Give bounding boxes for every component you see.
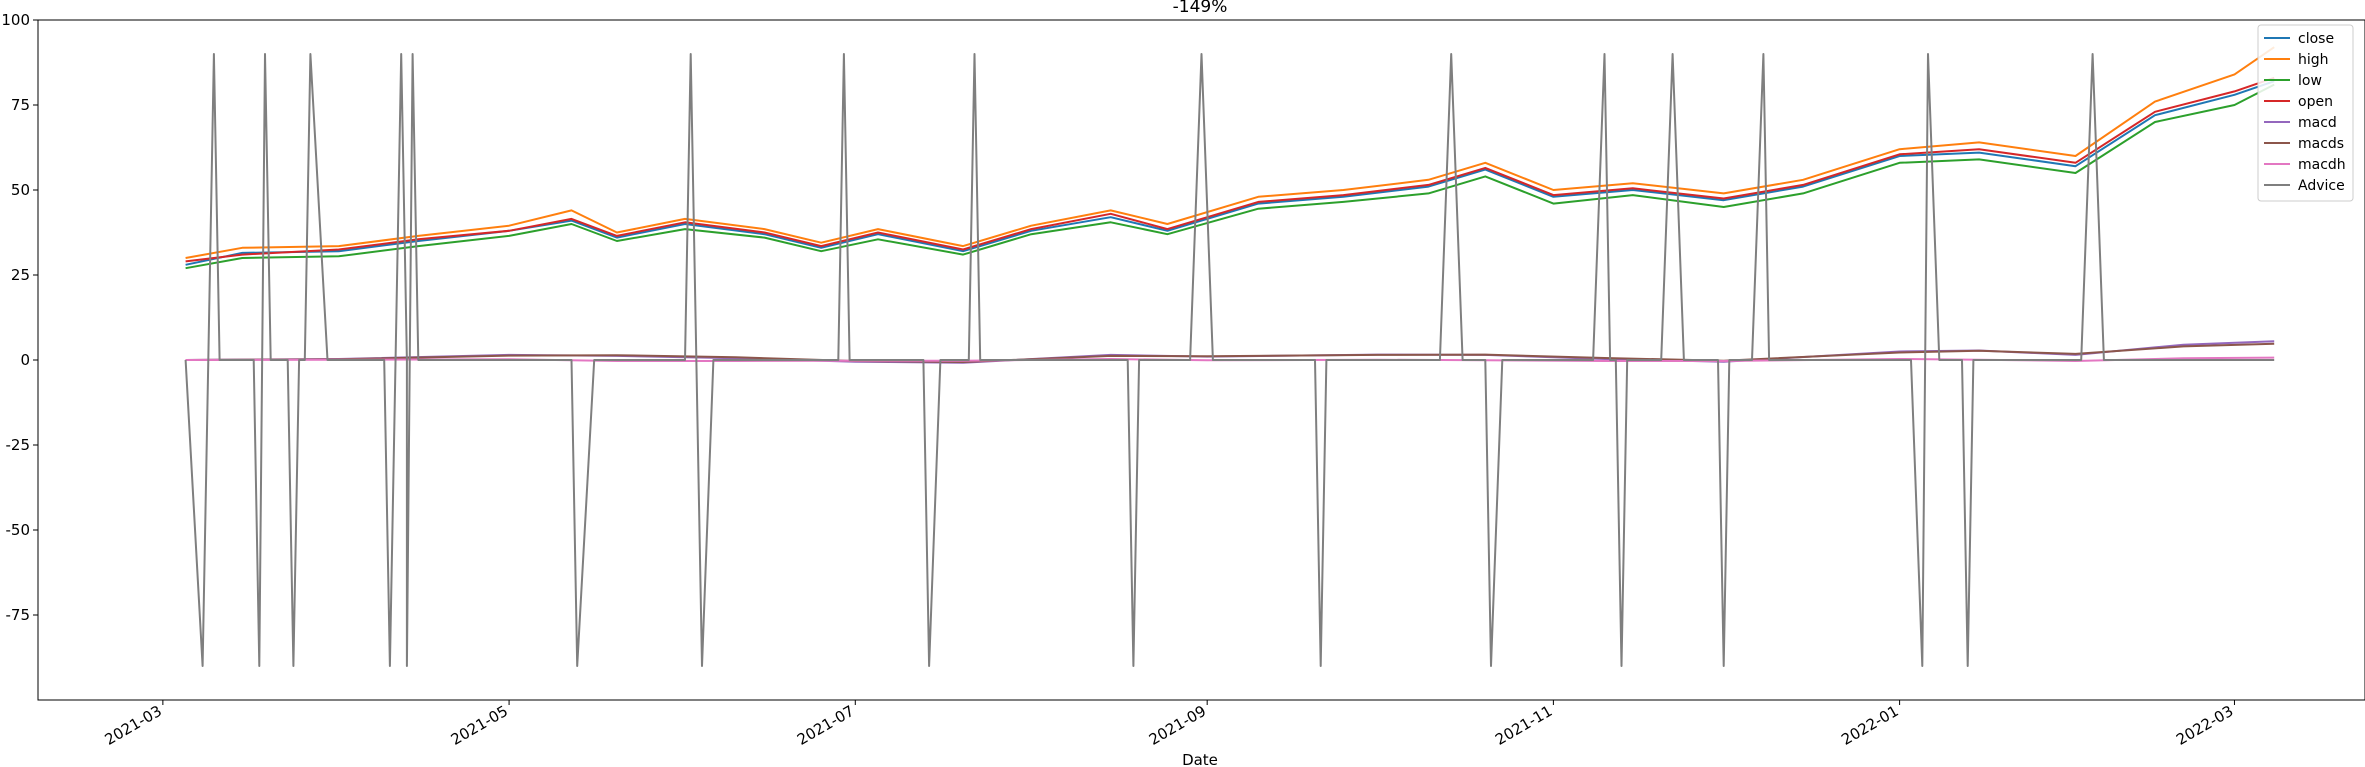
- series-layer: [184, 46, 2275, 667]
- series-line-advice: [184, 53, 2275, 667]
- legend-label: macdh: [2298, 157, 2346, 173]
- legend-label: close: [2298, 31, 2334, 47]
- y-tick-label: 25: [11, 266, 30, 284]
- chart-title: -149%: [1173, 0, 1228, 17]
- y-axis: 100 75 50 25 0 -25 -50 -75: [1, 11, 38, 624]
- y-tick-label: 0: [20, 351, 30, 369]
- legend-label: low: [2298, 73, 2322, 89]
- y-tick-label: 100: [1, 11, 30, 29]
- legend-label: high: [2298, 52, 2329, 68]
- legend-box: [2257, 24, 2354, 202]
- legend: close high low open macd macds macdh Advice: [2257, 24, 2354, 202]
- y-tick-label: -50: [6, 521, 31, 539]
- y-tick-label: 50: [11, 181, 30, 199]
- x-axis-label: Date: [1182, 751, 1218, 767]
- series-line-high: [185, 46, 2275, 259]
- legend-label: open: [2298, 94, 2333, 110]
- y-tick-label: -75: [6, 606, 31, 624]
- y-tick-label: 75: [11, 96, 30, 114]
- legend-label: macd: [2298, 115, 2337, 131]
- series-line-macds: [185, 342, 2275, 363]
- legend-label: macds: [2298, 136, 2344, 152]
- legend-label: Advice: [2298, 178, 2345, 194]
- y-tick-label: -25: [6, 436, 31, 454]
